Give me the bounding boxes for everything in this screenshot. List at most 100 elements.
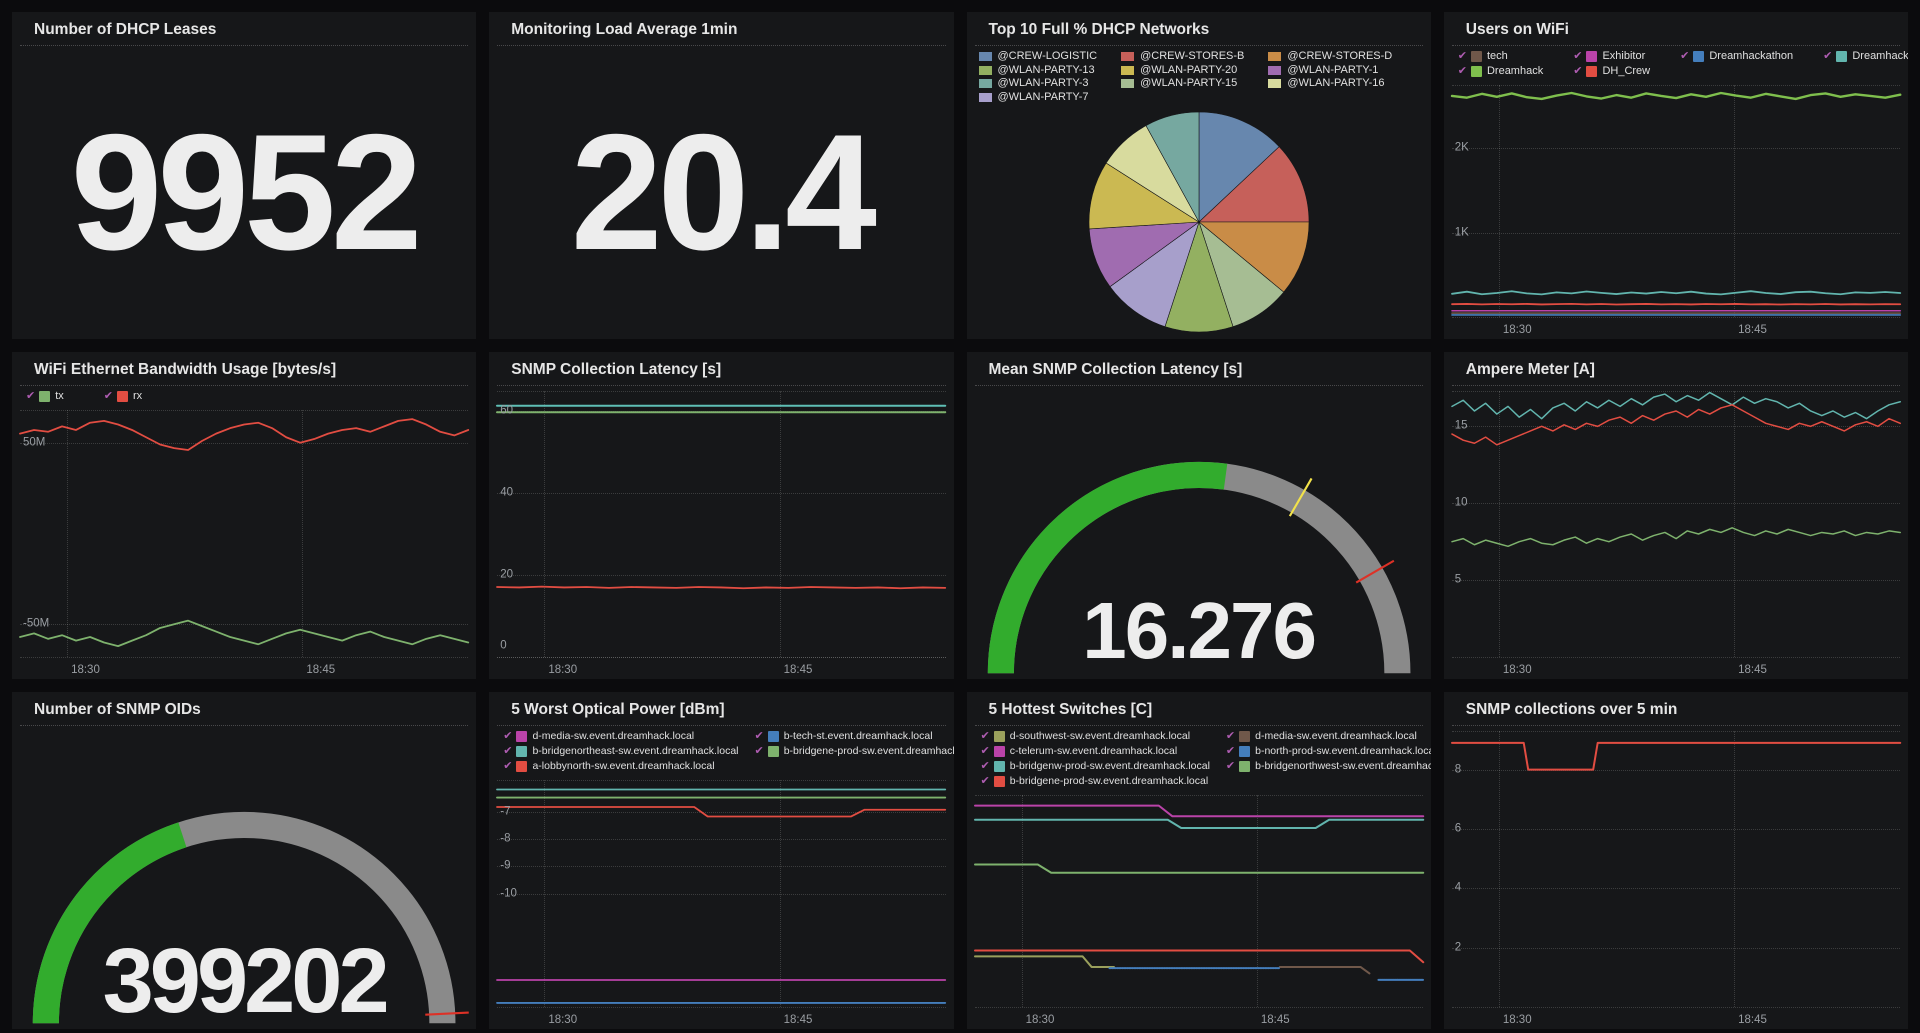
panel-header[interactable]: WiFi Ethernet Bandwidth Usage [bytes/s] [20, 352, 469, 386]
gridline-horizontal [1451, 1007, 1900, 1008]
legend-label: @CREW-STORES-D [1287, 50, 1393, 62]
gridline-horizontal [1451, 580, 1900, 582]
plot-area[interactable]: -7 -8 -9 -10 18:30 18:45 [497, 780, 946, 1026]
x-axis-label: 18:30 [1025, 1014, 1055, 1026]
pie-svg [1088, 111, 1309, 333]
x-axis-label: 18:30 [71, 664, 100, 676]
gridline-horizontal [497, 839, 946, 841]
pie-slice[interactable] [1198, 111, 1280, 223]
panel-body-snmp-collections[interactable]: 8 6 4 2 18:30 18:45 [1444, 726, 1908, 1029]
panel-header[interactable]: SNMP Collection Latency [s] [497, 352, 946, 386]
chart-legend: ✔ tx ✔ rx [12, 386, 476, 405]
plot-area[interactable]: 60 40 20 0 18:30 18:45 [497, 391, 946, 676]
panel-body-worst-optical-power[interactable]: ✔ d-media-sw.event.dreamhack.local ✔ b-tech… [489, 726, 954, 1029]
y-axis-label: -8 [500, 832, 511, 845]
panel-header[interactable]: Ampere Meter [A] [1451, 352, 1900, 386]
panel-header[interactable]: Top 10 Full % DHCP Networks [974, 12, 1423, 46]
legend-item[interactable]: ✔ b-bridgene-prod-sw.event.dreamhack.loca… [755, 745, 954, 758]
gridline-vertical [67, 410, 69, 657]
legend-item[interactable]: @WLAN-PARTY-3 [978, 78, 1098, 89]
legend-item[interactable]: ✔ tx [26, 390, 64, 403]
plot-area[interactable]: 50M -50M 18:30 18:45 [20, 410, 468, 676]
legend-item[interactable]: ✔ b-tech-st.event.dreamhack.local [755, 730, 954, 743]
legend-item[interactable]: ✔ c-telerum-sw.event.dreamhack.local [981, 745, 1210, 758]
panel-header[interactable]: Number of SNMP OIDs [20, 692, 469, 726]
legend-item[interactable]: ✔ Exhibitor [1573, 50, 1650, 63]
series-color-swatch [978, 52, 992, 61]
pie-slice[interactable] [1197, 221, 1309, 293]
panel-title: Ampere Meter [A] [1465, 361, 1595, 378]
series-color-swatch [1121, 65, 1135, 75]
panel-body-dhcp-leases[interactable]: 9952 [12, 46, 476, 339]
check-icon: ✔ [1225, 760, 1236, 772]
legend-item[interactable]: ✔ b-bridgene-prod-sw.event.dreamhack.loca… [981, 775, 1210, 788]
panel-header[interactable]: 5 Worst Optical Power [dBm] [497, 692, 946, 726]
panel-body-users-on-wifi[interactable]: ✔ tech ✔ Exhibitor ✔ Dreamhackathon ✔ Dreamhack… [1444, 46, 1908, 339]
legend-label: a-lobbynorth-sw.event.dreamhack.local [532, 760, 715, 772]
gridline-horizontal [1451, 426, 1900, 428]
legend-item[interactable]: ✔ b-bridgenortheast-sw.event.dreamhack.lo… [503, 745, 739, 758]
panel-body-dhcp-networks-pie[interactable]: @CREW-LOGISTIC @WLAN-PARTY-13 @WLAN-PARTY-… [967, 46, 1431, 339]
legend-item[interactable]: ✔ d-media-sw.event.dreamhack.local [1226, 730, 1431, 743]
gridline-vertical [1734, 85, 1736, 317]
plot-area[interactable]: 2K 1K 18:30 18:45 [1452, 85, 1900, 336]
panel-body-snmp-latency[interactable]: 60 40 20 0 18:30 18:45 [489, 386, 953, 679]
legend-item[interactable]: @WLAN-PARTY-15 [1121, 78, 1244, 89]
panel-body-hottest-switches[interactable]: ✔ d-southwest-sw.event.dreamhack.local ✔ d-… [967, 726, 1431, 1029]
plot-area[interactable]: 15 10 5 18:30 18:45 [1451, 391, 1900, 676]
legend-item[interactable]: ✔ d-media-sw.event.dreamhack.local [503, 730, 738, 743]
panel-header[interactable]: Number of DHCP Leases [20, 12, 469, 46]
gridline-vertical [1021, 795, 1023, 1007]
legend-label: tech [1486, 50, 1508, 62]
panel-header[interactable]: Users on WiFi [1451, 12, 1900, 46]
check-icon: ✔ [1573, 50, 1583, 62]
legend-item[interactable]: ✔ Dreamhack [1458, 65, 1543, 78]
series-color-swatch [1239, 731, 1251, 742]
legend-item[interactable]: ✔ tech [1458, 50, 1543, 63]
legend-item[interactable]: @WLAN-PARTY-20 [1121, 64, 1244, 76]
gridline-vertical [1498, 391, 1500, 657]
plot-area[interactable]: 8 6 4 2 18:30 18:45 [1451, 731, 1900, 1026]
legend-item[interactable]: ✔ b-north-prod-sw.event.dreamhack.local [1226, 745, 1431, 758]
pie-slice[interactable] [1145, 111, 1199, 222]
y-axis-label: -50M [23, 617, 50, 630]
panel-header[interactable]: 5 Hottest Switches [C] [974, 692, 1423, 726]
pie-chart[interactable] [967, 105, 1431, 340]
legend-item[interactable]: @CREW-STORES-D [1268, 51, 1392, 62]
legend-item[interactable]: ✔ DH_Crew [1573, 65, 1650, 78]
gridline-horizontal [974, 795, 1423, 796]
panel-body-wifi-bandwidth[interactable]: ✔ tx ✔ rx 50M -50M 18:30 18:45 [12, 386, 476, 679]
legend-item[interactable]: ✔ Dreamhack_2.4 [1823, 50, 1908, 63]
legend-item[interactable]: ✔ Dreamhackathon [1680, 50, 1793, 63]
series-line [975, 950, 1423, 962]
pie-slice[interactable] [1197, 146, 1309, 223]
series-color-swatch [516, 761, 528, 772]
gridline-horizontal [1451, 769, 1900, 771]
x-axis-label: 18:45 [1738, 664, 1767, 676]
y-axis-label: -10 [500, 886, 517, 899]
panel-header[interactable]: SNMP collections over 5 min [1451, 692, 1900, 726]
legend-item[interactable]: @WLAN-PARTY-7 [978, 91, 1098, 103]
legend-item[interactable]: @WLAN-PARTY-1 [1268, 64, 1392, 76]
legend-item[interactable]: @WLAN-PARTY-16 [1268, 78, 1392, 89]
legend-item[interactable]: ✔ rx [104, 390, 142, 403]
gridline-horizontal [497, 657, 946, 658]
panel-body-load-average[interactable]: 20.4 [489, 46, 953, 339]
legend-item[interactable]: ✔ b-bridgenw-prod-sw.event.dreamhack.loca… [981, 760, 1210, 773]
legend-item[interactable]: ✔ a-lobbynorth-sw.event.dreamhack.local [503, 760, 738, 773]
panel-body-snmp-oids-gauge[interactable]: 399202 [12, 726, 476, 1029]
panel-header[interactable]: Mean SNMP Collection Latency [s] [974, 352, 1423, 386]
legend-item[interactable]: @CREW-LOGISTIC [978, 51, 1097, 62]
series-line [1452, 291, 1900, 294]
plot-area[interactable]: 18:30 18:45 [974, 795, 1423, 1026]
panel-header[interactable]: Monitoring Load Average 1min [497, 12, 946, 46]
legend-item[interactable]: ✔ b-bridgenorthwest-sw.event.dreamhack.lo… [1226, 760, 1431, 773]
legend-label: Dreamhack_2.4 [1852, 50, 1908, 62]
legend-item[interactable]: @CREW-STORES-B [1121, 51, 1244, 62]
legend-item[interactable]: @WLAN-PARTY-13 [978, 64, 1098, 76]
panel-title: SNMP collections over 5 min [1465, 701, 1678, 718]
legend-item[interactable]: ✔ d-southwest-sw.event.dreamhack.local [981, 730, 1210, 743]
legend-label: b-bridgenw-prod-sw.event.dreamhack.local [1009, 760, 1210, 772]
panel-body-ampere-meter[interactable]: 15 10 5 18:30 18:45 [1444, 386, 1908, 679]
panel-body-mean-snmp-latency-gauge[interactable]: 16.276 [967, 386, 1431, 679]
